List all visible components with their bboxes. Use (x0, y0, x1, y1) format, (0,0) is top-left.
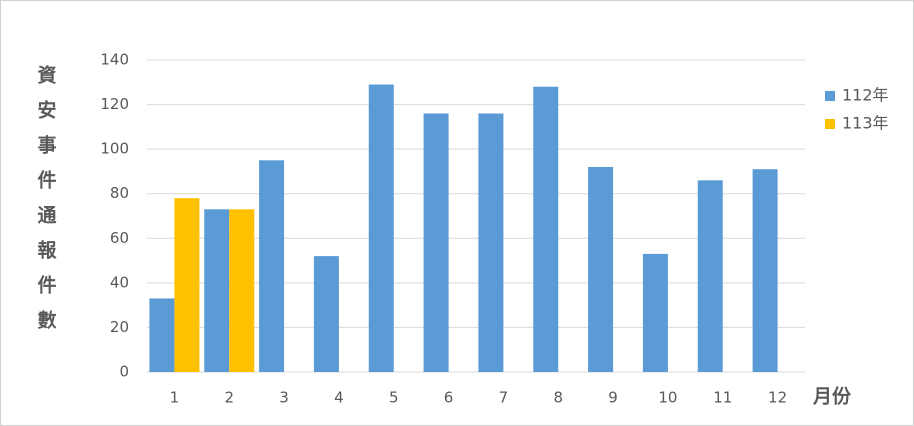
y-tick-label: 120 (100, 95, 129, 113)
bar (588, 166, 614, 372)
bar (533, 86, 559, 372)
x-tick-label: 11 (713, 389, 732, 407)
y-tick-label: 0 (119, 363, 129, 381)
bar (229, 209, 255, 372)
legend-label: 113年 (842, 114, 889, 133)
x-tick-label: 4 (334, 389, 344, 407)
y-axis-label: 資安事件通報件數 (35, 64, 57, 345)
x-tick-label: 10 (658, 389, 677, 407)
bar (642, 253, 668, 372)
y-tick-label: 140 (100, 51, 129, 69)
x-tick-label: 6 (444, 389, 454, 407)
bar (478, 113, 504, 372)
bar (752, 169, 778, 372)
x-tick-label: 1 (170, 389, 180, 407)
x-tick-label: 2 (224, 389, 234, 407)
x-tick-label: 3 (279, 389, 289, 407)
x-tick-label: 8 (553, 389, 563, 407)
bar (149, 298, 175, 372)
y-tick-label: 100 (100, 140, 129, 158)
legend-swatch (825, 119, 835, 129)
legend-label: 112年 (842, 86, 889, 105)
y-tick-label: 20 (110, 318, 129, 336)
bar (313, 256, 339, 372)
x-tick-label: 9 (608, 389, 618, 407)
y-tick-label: 80 (110, 184, 129, 202)
bar (423, 113, 449, 372)
x-tick-label: 12 (768, 389, 787, 407)
x-tick-label: 7 (499, 389, 509, 407)
bar (259, 160, 285, 372)
bar (368, 84, 394, 372)
y-tick-label: 40 (110, 273, 129, 291)
x-axis-label: 月份 (812, 385, 852, 408)
bar (174, 198, 200, 372)
legend-swatch (825, 91, 835, 101)
x-tick-label: 5 (389, 389, 399, 407)
y-tick-label: 60 (110, 229, 129, 247)
bar (697, 180, 723, 372)
bar (204, 209, 230, 372)
